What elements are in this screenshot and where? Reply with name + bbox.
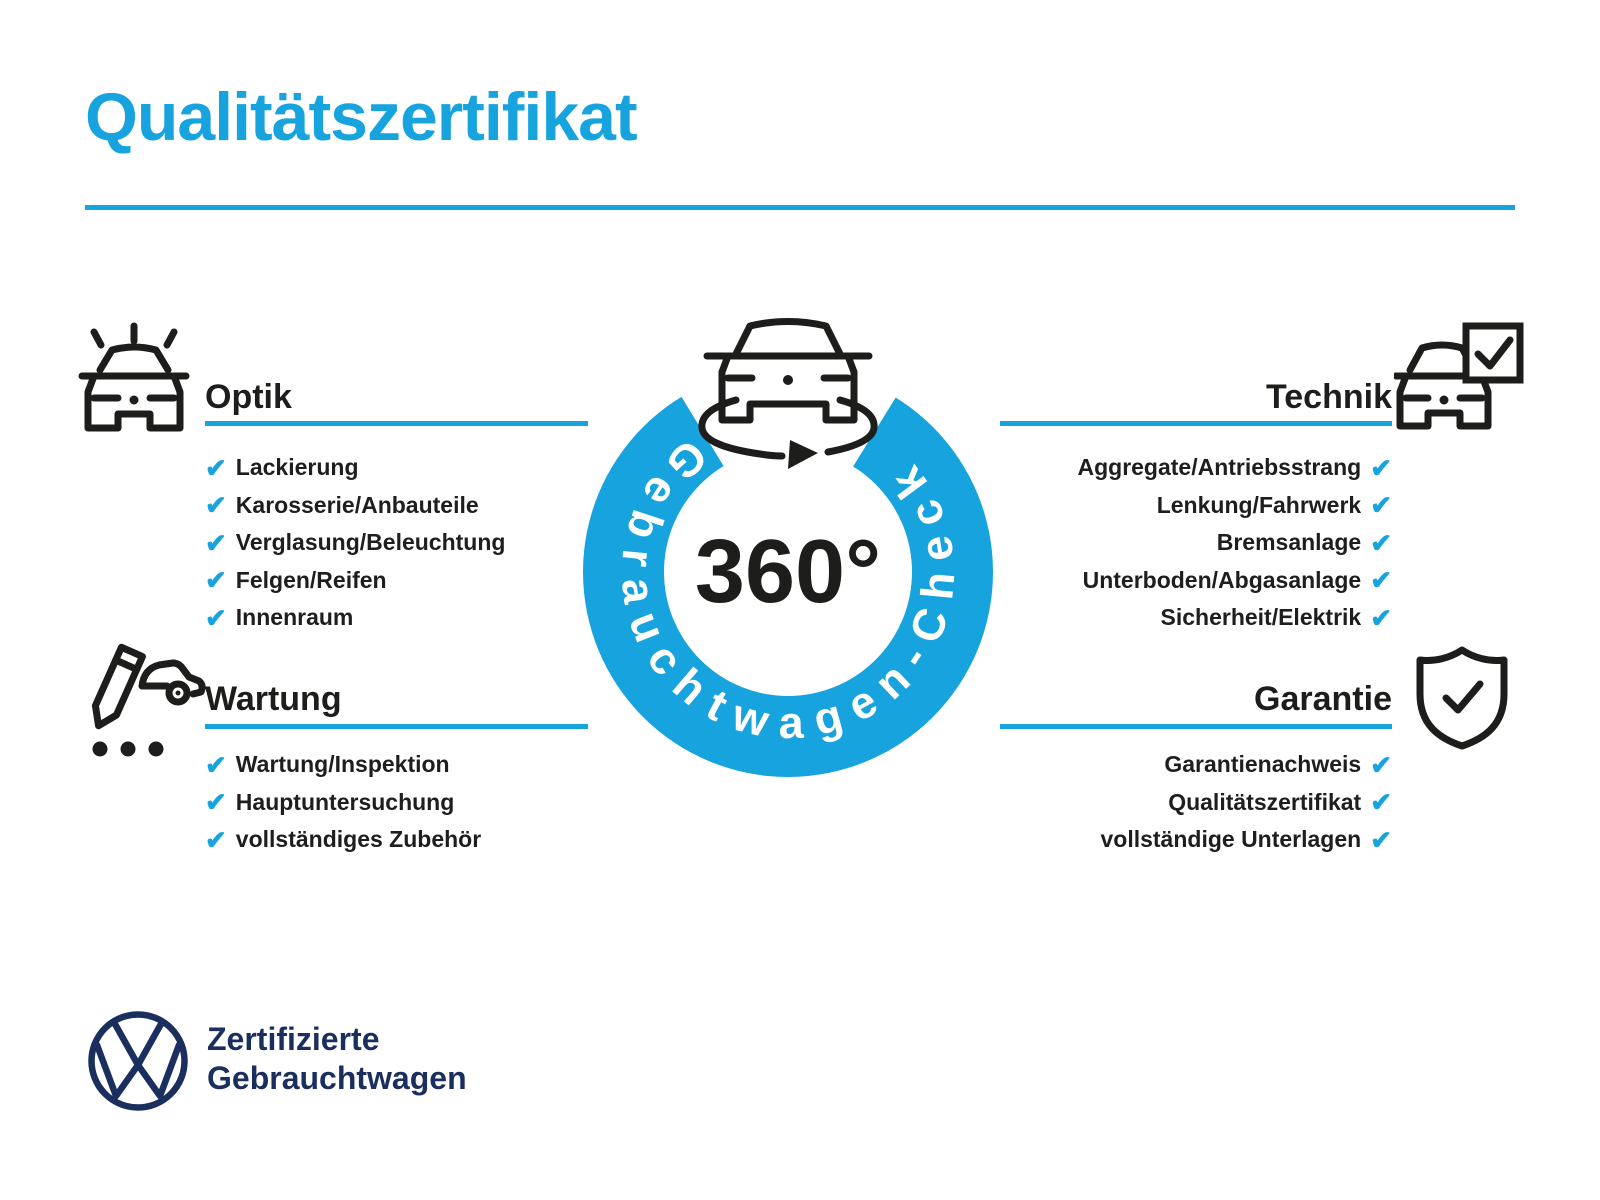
check-icon: ✔ [205, 490, 227, 521]
brand-line-1: Zertifizierte [207, 1021, 380, 1057]
checklist-item: vollständige Unterlagen ✔ [972, 821, 1392, 859]
check-icon: ✔ [1370, 490, 1392, 521]
checklist-item-label: Lenkung/Fahrwerk [1156, 491, 1362, 518]
optik-divider [205, 421, 588, 426]
checklist-item: Unterboden/Abgasanlage ✔ [972, 562, 1392, 600]
checklist-item-label: Bremsanlage [1216, 529, 1362, 556]
technik-car-check-icon [1394, 322, 1524, 430]
badge-ring [583, 367, 993, 777]
checklist-item: ✔ Wartung/Inspektion [205, 746, 481, 784]
section-heading-wartung: Wartung [205, 680, 342, 718]
checklist-item-label: Aggregate/Antriebsstrang [1077, 454, 1362, 481]
section-heading-technik: Technik [1266, 378, 1392, 416]
check-icon: ✔ [1370, 452, 1392, 483]
garantie-checklist: Garantienachweis ✔ Qualitätszertifikat ✔ v… [972, 746, 1392, 859]
checklist-item: ✔ Verglasung/Beleuchtung [205, 524, 505, 562]
checklist-item: ✔ vollständiges Zubehör [205, 821, 481, 859]
check-icon: ✔ [205, 452, 227, 483]
optik-checklist: ✔ Lackierung ✔ Karosserie/Anbauteile ✔ Verg… [205, 449, 505, 637]
checklist-item-label: Hauptuntersuchung [235, 788, 455, 815]
brand-line-2: Gebrauchtwagen [207, 1060, 467, 1096]
check-icon: ✔ [1370, 602, 1392, 633]
check-icon: ✔ [1370, 565, 1392, 596]
checklist-item-label: Qualitätszertifikat [1168, 788, 1362, 815]
degree-label: 360° [694, 522, 882, 622]
checklist-item: ✔ Felgen/Reifen [205, 562, 505, 600]
technik-checklist: Aggregate/Antriebsstrang ✔ Lenkung/Fahrwe… [972, 449, 1392, 637]
check-icon: ✔ [205, 602, 227, 633]
page-title: Qualitätszertifikat [85, 79, 638, 155]
check-icon: ✔ [1370, 527, 1392, 558]
garantie-shield-icon [1416, 646, 1508, 750]
checklist-item-label: Felgen/Reifen [235, 566, 387, 593]
check-icon: ✔ [205, 787, 227, 818]
technik-divider [1000, 421, 1392, 426]
checklist-item-label: vollständige Unterlagen [1100, 826, 1362, 853]
check-icon: ✔ [205, 749, 227, 780]
checklist-item: Bremsanlage ✔ [972, 524, 1392, 562]
checklist-item: ✔ Innenraum [205, 599, 505, 637]
checklist-item: Garantienachweis ✔ [972, 746, 1392, 784]
checklist-item: Lenkung/Fahrwerk ✔ [972, 487, 1392, 525]
checklist-item-label: Sicherheit/Elektrik [1160, 604, 1362, 631]
section-heading-garantie: Garantie [1254, 680, 1392, 718]
checklist-item-label: vollständiges Zubehör [235, 826, 482, 853]
wartung-divider [205, 724, 588, 729]
360-badge: Gebrauchtwagen-Check [583, 318, 993, 777]
section-heading-optik: Optik [205, 378, 292, 416]
checklist-item: ✔ Karosserie/Anbauteile [205, 487, 505, 525]
wartung-checklist: ✔ Wartung/Inspektion ✔ Hauptuntersuchung ✔… [205, 746, 481, 859]
checklist-item-label: Innenraum [235, 604, 354, 631]
check-icon: ✔ [1370, 824, 1392, 855]
vw-logo [88, 1011, 188, 1111]
checklist-item-label: Verglasung/Beleuchtung [235, 529, 506, 556]
check-icon: ✔ [205, 527, 227, 558]
check-icon: ✔ [1370, 749, 1392, 780]
check-icon: ✔ [205, 565, 227, 596]
garantie-divider [1000, 724, 1392, 729]
checklist-item: Sicherheit/Elektrik ✔ [972, 599, 1393, 637]
checklist-item-label: Lackierung [235, 454, 359, 481]
checklist-item: ✔ Lackierung [205, 449, 505, 487]
check-icon: ✔ [1370, 787, 1392, 818]
title-divider [85, 205, 1515, 210]
checklist-item-label: Karosserie/Anbauteile [235, 491, 479, 518]
wartung-checklist-icon [91, 643, 206, 757]
checklist-item: Qualitätszertifikat ✔ [972, 784, 1392, 822]
check-icon: ✔ [205, 824, 227, 855]
checklist-item-label: Wartung/Inspektion [235, 751, 450, 778]
optik-car-icon [78, 322, 190, 432]
brand-wordmark: Zertifizierte Gebrauchtwagen [207, 1020, 467, 1098]
checklist-item-label: Garantienachweis [1164, 751, 1362, 778]
checklist-item: Aggregate/Antriebsstrang ✔ [972, 449, 1392, 487]
car-360-icon [698, 318, 878, 469]
checklist-item-label: Unterboden/Abgasanlage [1082, 566, 1362, 593]
checklist-item: ✔ Hauptuntersuchung [205, 784, 481, 822]
